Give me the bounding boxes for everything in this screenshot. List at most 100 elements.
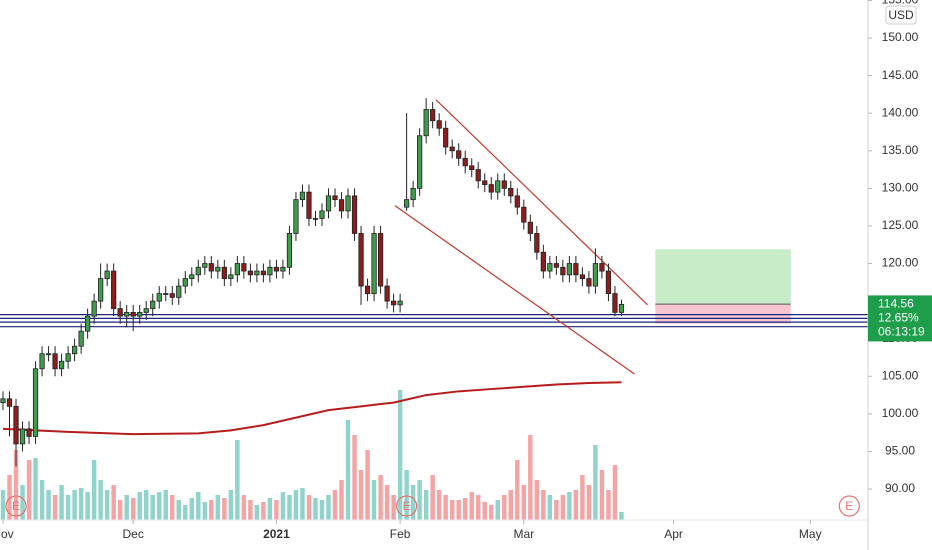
candle-body — [176, 285, 182, 298]
candle-body — [182, 278, 188, 287]
x-tick-label: Dec — [123, 527, 144, 541]
candle-body — [234, 263, 240, 276]
y-tick-label: 145.00 — [882, 68, 919, 82]
volume-bar — [586, 485, 592, 520]
candle-body — [495, 180, 501, 193]
volume-bar — [469, 492, 474, 520]
volume-bar — [85, 492, 90, 520]
candle-body — [137, 311, 143, 317]
volume-bar — [430, 475, 435, 520]
volume-bar — [508, 490, 514, 520]
volume-bar — [463, 498, 468, 520]
volume-bar — [26, 460, 32, 520]
volume-bar — [423, 490, 429, 520]
price-tag-change: 12.65% — [878, 311, 919, 325]
volume-bar — [91, 460, 97, 520]
candle-body — [560, 266, 566, 276]
volume-bar — [46, 490, 51, 520]
candle-body — [599, 263, 605, 272]
volume-bar — [72, 490, 77, 520]
volume-bar — [391, 495, 396, 520]
volume-bar — [502, 495, 507, 520]
candle-body — [293, 199, 299, 234]
y-tick-label: 100.00 — [882, 406, 919, 420]
candle-body — [241, 263, 247, 272]
volume-bar — [547, 495, 553, 520]
earnings-marker[interactable] — [838, 495, 860, 517]
stop-zone — [655, 304, 791, 324]
x-tick-label: Apr — [664, 527, 683, 541]
volume-bar — [202, 502, 208, 520]
candle-body — [410, 187, 416, 201]
candle-body — [202, 263, 208, 268]
volume-bar — [130, 498, 136, 520]
moving-average — [2, 381, 622, 436]
candle-body — [390, 300, 397, 306]
volume-bar — [209, 500, 214, 520]
candle-body — [267, 266, 273, 276]
volume-bar — [371, 480, 377, 520]
currency-box[interactable] — [885, 5, 917, 25]
volume-bar — [261, 502, 266, 520]
candle-body — [482, 180, 488, 186]
candle-body — [19, 428, 26, 445]
candle-body — [547, 263, 553, 272]
volume-bar — [417, 480, 422, 520]
candle-body — [371, 233, 377, 294]
x-tick-label: Nov — [0, 527, 14, 541]
candle-body — [605, 270, 612, 294]
candle-body — [514, 195, 520, 208]
candle-body — [508, 187, 514, 197]
earnings-marker[interactable] — [5, 495, 27, 517]
volume-bar — [612, 465, 618, 520]
candle-body — [247, 270, 253, 276]
candle-body — [215, 266, 221, 272]
volume-bar — [13, 450, 19, 520]
volume-bar — [248, 500, 253, 520]
volume-bar — [111, 485, 116, 520]
volume-bar — [456, 500, 461, 520]
volume-bar — [104, 490, 110, 520]
volume-bar — [117, 500, 123, 520]
candle-body — [377, 233, 384, 287]
candle-body — [417, 135, 423, 189]
volume-bar — [599, 470, 605, 520]
x-tick-label: May — [799, 527, 822, 541]
volume-bar — [358, 470, 364, 520]
candle-body — [228, 274, 234, 279]
price-tag-countdown: 06:13:19 — [878, 325, 925, 339]
volume-bar — [137, 492, 142, 520]
volume-bar — [33, 458, 38, 520]
candle-body — [573, 263, 579, 276]
y-tick-label: 135.00 — [882, 143, 919, 157]
candle-body — [306, 191, 312, 219]
candle-body — [39, 353, 45, 370]
volume-bar — [280, 492, 286, 520]
volume-bar — [98, 480, 103, 520]
candle-body — [104, 270, 110, 279]
price-tag-value: 114.56 — [878, 297, 914, 311]
y-tick-label: 155.00 — [882, 0, 919, 7]
candle-body — [423, 109, 429, 137]
volume-bar — [378, 475, 383, 520]
candle-body — [325, 195, 332, 212]
x-tick-label: Mar — [513, 527, 534, 541]
candle-body — [280, 266, 286, 272]
volume-bar — [65, 495, 71, 520]
target-zone — [655, 249, 791, 305]
volume-bar — [567, 492, 572, 520]
earnings-label: E — [403, 499, 411, 513]
volume-bar — [59, 485, 64, 520]
earnings-marker[interactable] — [396, 495, 418, 517]
candle-body — [143, 308, 149, 313]
candle-body — [45, 353, 52, 356]
candle-body — [6, 398, 13, 407]
candle-body — [156, 293, 162, 302]
candle-body — [52, 353, 58, 370]
candle-body — [384, 285, 390, 302]
candle-body — [351, 195, 358, 234]
volume-bar — [580, 475, 585, 520]
candle-body — [299, 191, 306, 201]
candle-body — [462, 157, 468, 167]
